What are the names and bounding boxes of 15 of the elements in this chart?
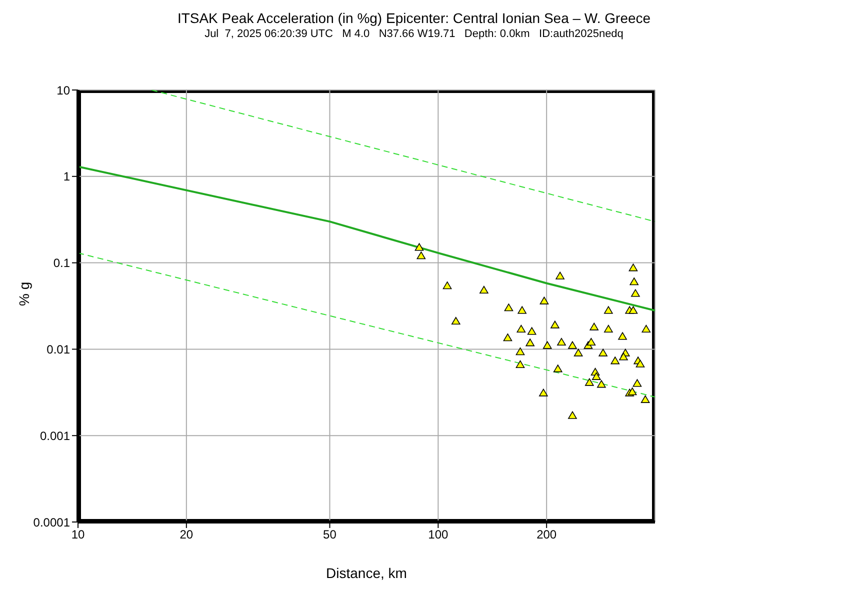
x-tick-label: 20 xyxy=(180,528,194,542)
y-tick-label: 0.1 xyxy=(53,256,70,270)
y-tick-label: 0.0001 xyxy=(33,515,70,530)
y-axis-title: % g xyxy=(16,282,32,306)
y-tick-label: 0.001 xyxy=(40,428,70,443)
x-axis-title: Distance, km xyxy=(326,565,407,581)
x-tick-label: 10 xyxy=(71,528,85,542)
y-tick-label: 1 xyxy=(63,170,70,184)
chart-subtitle: Jul 7, 2025 06:20:39 UTC M 4.0 N37.66 W19.71 Depth: 0.0km ID:auth2025nedq xyxy=(204,28,624,40)
y-tick-label: 0.01 xyxy=(46,342,70,356)
x-tick-label: 200 xyxy=(536,528,557,542)
x-tick-label: 50 xyxy=(323,528,337,542)
chart-title: ITSAK Peak Acceleration (in %g) Epicenter: Central Ionian Sea – W. Greece xyxy=(176,10,652,26)
x-tick-label: 100 xyxy=(428,528,448,542)
y-tick-label: 10 xyxy=(56,83,70,98)
